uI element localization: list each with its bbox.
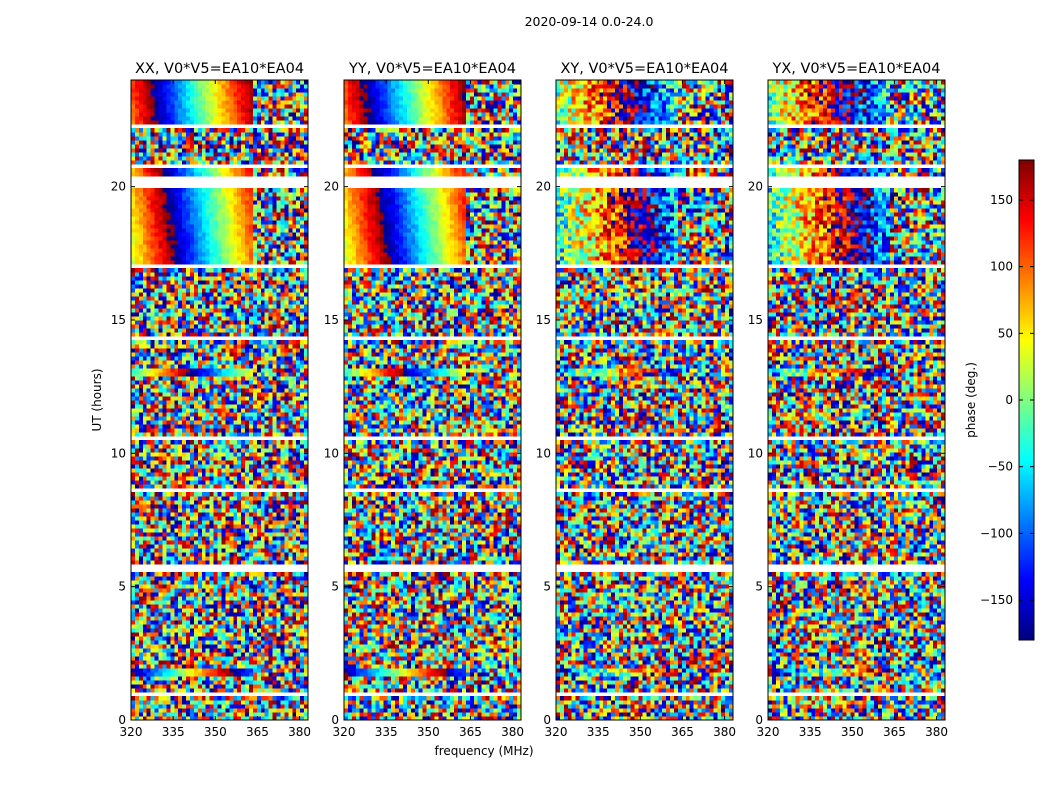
panel-frame-yx <box>767 79 946 721</box>
phase-heatmap-yx <box>768 80 946 721</box>
y-tick-label: 0 <box>331 713 339 727</box>
y-tick-label: 15 <box>324 313 339 327</box>
x-tick-label: 380 <box>288 725 311 739</box>
panel-xy: XY, V0*V5=EA10*EA04 320 335 350 365 380 0 5 10 15… <box>536 61 736 739</box>
phase-heatmap-xx <box>131 80 309 721</box>
panel-yx: YX, V0*V5=EA10*EA04 320 335 350 365 380 0 5 10 15… <box>748 61 948 739</box>
colorbar-label: phase (deg.) <box>964 362 978 438</box>
x-tick-label: 335 <box>375 725 398 739</box>
phase-heatmap-yy <box>344 80 522 721</box>
x-tick-label: 365 <box>246 725 269 739</box>
y-tick-label: 10 <box>111 446 126 460</box>
colorbar: −150 −100 −50 0 50 100 150 phase (deg.) <box>964 159 1035 641</box>
y-tick-label: 15 <box>111 313 126 327</box>
colorbar-tick-label: 0 <box>1005 393 1013 407</box>
y-axis-label: UT (hours) <box>90 368 104 431</box>
y-tick-label: 15 <box>748 313 763 327</box>
x-tick-label: 350 <box>204 725 227 739</box>
y-tick-label: 10 <box>748 446 763 460</box>
x-tick-label: 350 <box>417 725 440 739</box>
x-tick-label: 335 <box>162 725 185 739</box>
colorbar-tick-label: −100 <box>980 526 1013 540</box>
panel-title-xx: XX, V0*V5=EA10*EA04 <box>135 61 304 77</box>
y-tick-label: 20 <box>324 180 339 194</box>
phase-heatmap-xy <box>556 80 734 721</box>
x-tick-label: 365 <box>671 725 694 739</box>
x-tick-label: 320 <box>757 725 780 739</box>
x-tick-label: 380 <box>713 725 736 739</box>
y-tick-label: 20 <box>536 180 551 194</box>
colorbar-tick-label: 50 <box>998 326 1013 340</box>
y-tick-label: 20 <box>748 180 763 194</box>
x-tick-label: 335 <box>587 725 610 739</box>
colorbar-tick-label: 150 <box>990 193 1013 207</box>
y-tick-label: 20 <box>111 180 126 194</box>
panel-frame-yy <box>343 79 522 721</box>
figure-title: 2020-09-14 0.0-24.0 <box>525 14 654 29</box>
x-tick-label: 335 <box>799 725 822 739</box>
y-tick-label: 0 <box>118 713 126 727</box>
panel-title-yx: YX, V0*V5=EA10*EA04 <box>771 61 940 77</box>
x-tick-label: 320 <box>545 725 568 739</box>
colorbar-tick-label: −150 <box>980 593 1013 607</box>
y-tick-label: 5 <box>543 580 551 594</box>
y-tick-label: 0 <box>755 713 763 727</box>
panel-xx: XX, V0*V5=EA10*EA04 320 335 350 365 380 0 5 10 15… <box>111 61 311 739</box>
panel-frame-xy <box>555 79 734 721</box>
y-tick-label: 10 <box>536 446 551 460</box>
x-tick-label: 380 <box>925 725 948 739</box>
panel-frame-xx <box>130 79 309 721</box>
x-tick-label: 350 <box>841 725 864 739</box>
y-tick-label: 5 <box>755 580 763 594</box>
x-axis-label: frequency (MHz) <box>434 744 533 758</box>
x-tick-label: 365 <box>883 725 906 739</box>
panel-yy: YY, V0*V5=EA10*EA04 320 335 350 365 380 0 5 10 15… <box>324 61 524 739</box>
y-tick-label: 5 <box>118 580 126 594</box>
colorbar-tick-label: −50 <box>988 460 1013 474</box>
colorbar-tick-label: 100 <box>990 260 1013 274</box>
x-tick-label: 320 <box>120 725 143 739</box>
x-tick-label: 365 <box>459 725 482 739</box>
y-tick-label: 0 <box>543 713 551 727</box>
y-tick-label: 15 <box>536 313 551 327</box>
panel-title-yy: YY, V0*V5=EA10*EA04 <box>348 61 516 77</box>
y-tick-label: 10 <box>324 446 339 460</box>
y-tick-label: 5 <box>331 580 339 594</box>
x-tick-label: 320 <box>333 725 356 739</box>
x-tick-label: 350 <box>629 725 652 739</box>
panel-title-xy: XY, V0*V5=EA10*EA04 <box>560 61 728 77</box>
x-tick-label: 380 <box>501 725 524 739</box>
